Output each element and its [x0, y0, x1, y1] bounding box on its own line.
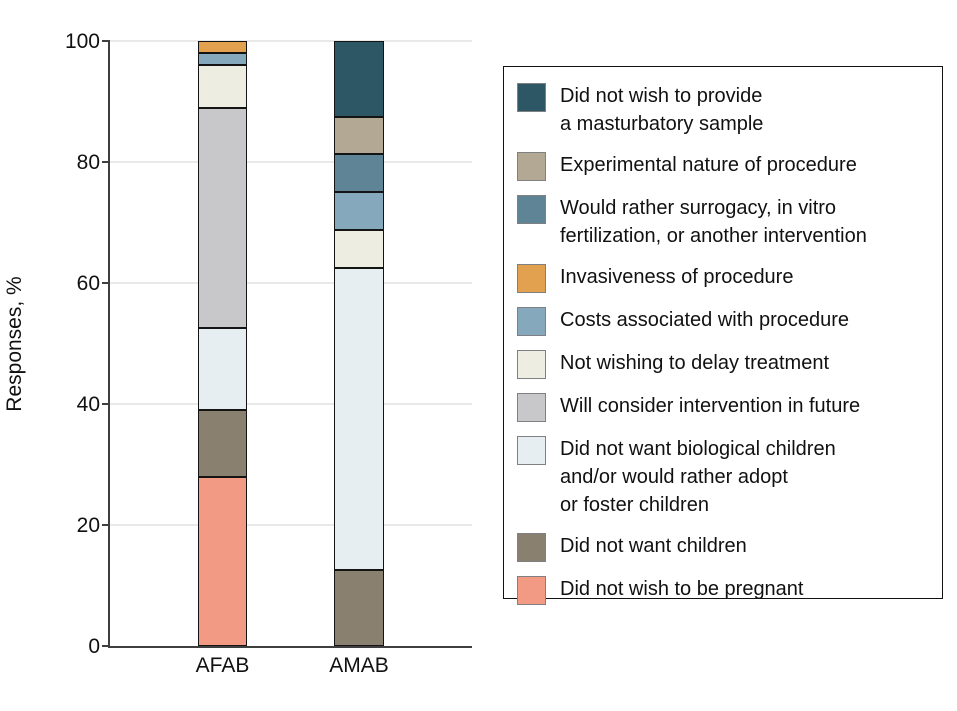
legend-label: Would rather surrogacy, in vitro fertili…	[560, 197, 867, 247]
y-tick-label-100: 100	[64, 30, 100, 53]
legend-swatch	[517, 436, 546, 465]
bar-segment	[334, 154, 384, 193]
legend-swatch	[517, 350, 546, 379]
legend-entry: Costs associated with procedure	[517, 306, 936, 336]
y-tick-mark-60	[102, 282, 110, 284]
legend-entry: Will consider intervention in future	[517, 392, 936, 422]
bar-segment	[334, 41, 384, 117]
legend-label: Costs associated with procedure	[560, 309, 850, 331]
legend-label: Not wishing to delay treatment	[560, 352, 830, 374]
legend-swatch	[517, 576, 546, 605]
legend-swatch	[517, 83, 546, 112]
legend-entry: Did not want children	[517, 532, 936, 562]
legend-label: Did not want biological children and/or …	[560, 438, 836, 516]
y-tick-label-40: 40	[76, 393, 100, 416]
gridline-100	[110, 40, 472, 42]
legend-swatch	[517, 152, 546, 181]
y-tick-mark-100	[102, 40, 110, 42]
bar-segment	[334, 570, 384, 646]
y-tick-label-80: 80	[76, 151, 100, 174]
legend-entry: Not wishing to delay treatment	[517, 349, 936, 379]
legend-box: Did not wish to provide a masturbatory s…	[503, 66, 943, 605]
legend-swatch	[517, 393, 546, 422]
x-category-label-afab: AFAB	[195, 654, 250, 677]
legend-label: Did not want children	[560, 535, 747, 557]
legend-label: Will consider intervention in future	[560, 395, 861, 417]
gridline-80	[110, 161, 472, 163]
bar-segment	[198, 328, 247, 411]
bar-amab	[334, 41, 384, 646]
gridline-20	[110, 524, 472, 526]
bar-segment	[334, 267, 384, 571]
legend-entry: Did not wish to provide a masturbatory s…	[517, 82, 936, 138]
bar-segment	[334, 230, 384, 268]
y-tick-label-0: 0	[88, 635, 100, 658]
y-tick-mark-80	[102, 161, 110, 163]
x-axis-baseline	[110, 646, 472, 648]
legend-entry: Did not wish to be pregnant	[517, 575, 936, 605]
y-axis-title: Responses, %	[3, 276, 26, 412]
bar-segment	[198, 65, 247, 108]
gridline-40	[110, 403, 472, 405]
bar-segment	[198, 41, 247, 54]
bar-segment	[334, 116, 384, 155]
legend-label: Experimental nature of procedure	[560, 154, 857, 176]
y-tick-label-20: 20	[76, 514, 100, 537]
legend-swatch	[517, 533, 546, 562]
y-tick-label-60: 60	[76, 272, 100, 295]
legend-entry: Experimental nature of procedure	[517, 151, 936, 181]
legend-entry: Invasiveness of procedure	[517, 263, 936, 293]
legend-label: Did not wish to be pregnant	[560, 578, 804, 600]
bar-segment	[198, 107, 247, 329]
y-tick-mark-20	[102, 524, 110, 526]
bar-segment	[198, 410, 247, 477]
x-category-label-amab: AMAB	[329, 654, 389, 677]
legend-entry: Did not want biological children and/or …	[517, 435, 936, 519]
legend-swatch	[517, 264, 546, 293]
bar-afab	[198, 41, 247, 646]
legend-label: Invasiveness of procedure	[560, 266, 794, 288]
y-axis-line	[108, 41, 110, 648]
legend-swatch	[517, 307, 546, 336]
y-tick-mark-40	[102, 403, 110, 405]
bar-segment	[198, 53, 247, 66]
bar-segment	[198, 476, 247, 646]
bar-segment	[334, 192, 384, 231]
y-tick-mark-0	[102, 645, 110, 647]
legend-entry: Would rather surrogacy, in vitro fertili…	[517, 194, 936, 250]
gridline-60	[110, 282, 472, 284]
legend-swatch	[517, 195, 546, 224]
legend-label: Did not wish to provide a masturbatory s…	[560, 85, 764, 135]
